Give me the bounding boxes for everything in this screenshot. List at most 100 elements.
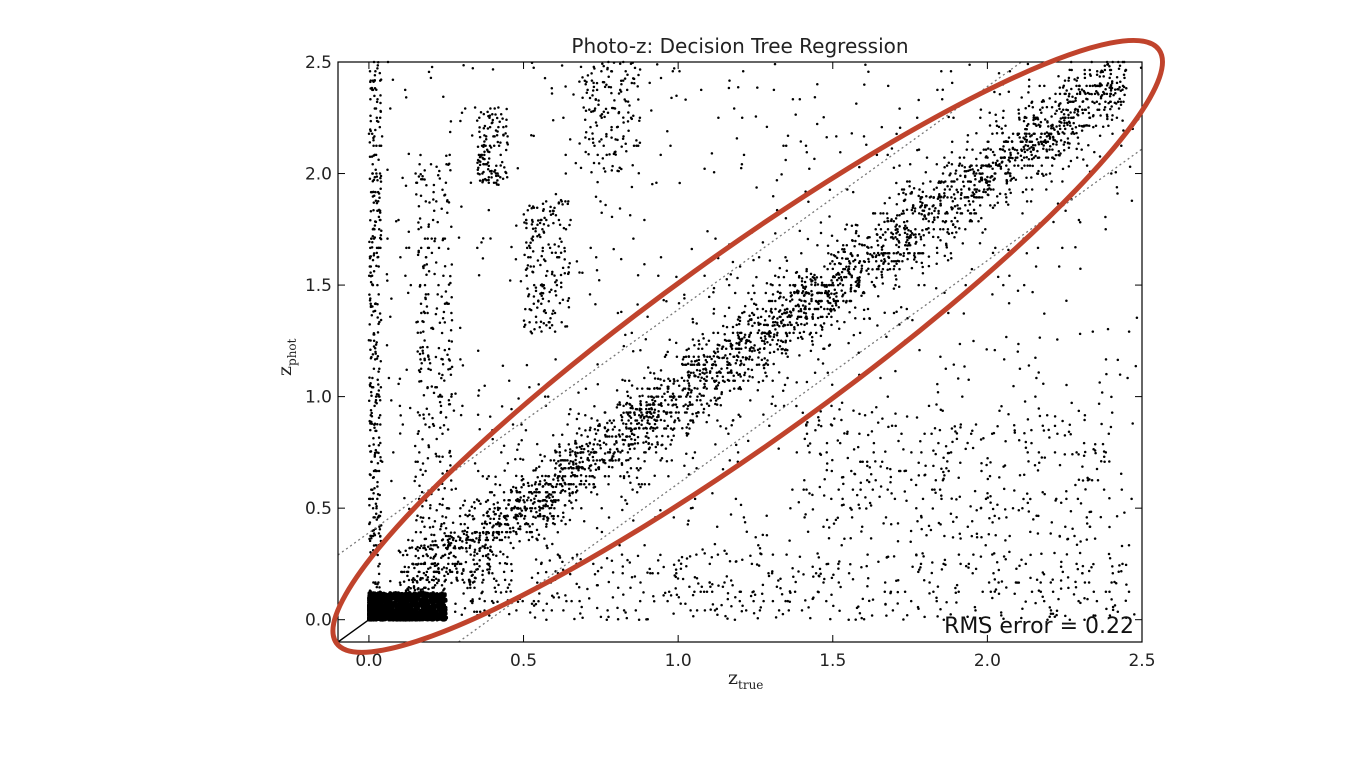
data-point [952,116,955,120]
data-point [666,387,670,390]
data-point [545,544,548,547]
data-point [978,204,982,207]
data-point [950,162,954,166]
data-point [422,394,426,397]
data-point [883,202,887,205]
data-point [698,392,701,396]
data-point [893,264,896,268]
data-point [612,452,615,456]
data-point [421,352,425,355]
data-point [585,442,588,446]
data-point [426,576,430,579]
data-point [636,387,639,390]
data-point [447,368,450,371]
data-point [1115,81,1119,85]
data-point [451,521,455,525]
data-point [908,251,911,255]
data-point [540,474,544,478]
data-point [1003,156,1006,159]
data-point [904,193,908,196]
data-point [417,249,420,253]
data-point [427,594,431,598]
data-point [468,513,471,517]
data-point [598,424,601,427]
data-point [380,617,385,622]
data-point [639,416,642,419]
data-point [728,389,732,392]
data-point [443,265,447,268]
data-point [951,199,955,203]
data-point [382,599,387,604]
data-point [1058,92,1062,96]
data-point [755,275,758,279]
data-point [634,427,638,430]
data-point [456,570,459,574]
data-point [850,224,854,228]
data-point [845,223,849,226]
data-point [858,259,862,263]
data-point [416,581,419,584]
data-point [695,414,699,418]
data-point [503,522,507,526]
data-point [367,399,371,403]
data-point [788,284,792,287]
data-point [1002,140,1006,143]
data-point [677,384,681,387]
data-point [1020,140,1023,143]
data-point [713,360,717,363]
data-point [1122,100,1125,104]
data-point [549,459,552,462]
data-point [579,473,583,477]
data-point [1005,196,1008,199]
data-point [441,515,444,518]
data-point [379,110,383,114]
data-point [422,413,425,416]
data-point [595,459,599,462]
data-point [434,452,438,456]
data-point [417,221,420,224]
data-point [580,434,583,437]
data-point [778,324,781,328]
data-point [618,403,622,406]
data-point [454,555,457,559]
data-point [369,348,372,352]
data-point [560,433,564,436]
data-point [534,558,538,561]
data-point [374,168,377,172]
data-point [687,355,691,359]
data-point [910,208,914,212]
data-point [757,356,760,359]
data-point [748,314,751,317]
data-point [422,330,425,333]
data-point [1054,153,1058,157]
data-point [531,522,534,526]
data-point [735,358,739,362]
data-point [748,347,752,351]
data-point [428,526,432,529]
data-point [420,361,423,365]
data-point [435,307,439,310]
data-point [716,384,720,387]
data-point [857,285,861,289]
data-point [579,479,583,483]
data-point [418,162,421,166]
data-point [1057,132,1060,135]
data-point [424,296,427,299]
data-point [688,384,691,388]
data-point [537,465,541,468]
data-point [651,415,655,418]
data-point [921,190,925,194]
data-point [377,416,381,420]
data-point [1026,164,1029,167]
data-point [922,217,925,221]
data-point [816,316,820,320]
data-point [594,462,597,466]
data-point [516,506,520,510]
data-point [445,567,448,570]
data-point [1058,127,1062,131]
data-point [425,553,428,556]
data-point [528,525,531,528]
data-point [371,476,375,480]
data-point [1028,140,1031,143]
data-point [372,201,376,204]
